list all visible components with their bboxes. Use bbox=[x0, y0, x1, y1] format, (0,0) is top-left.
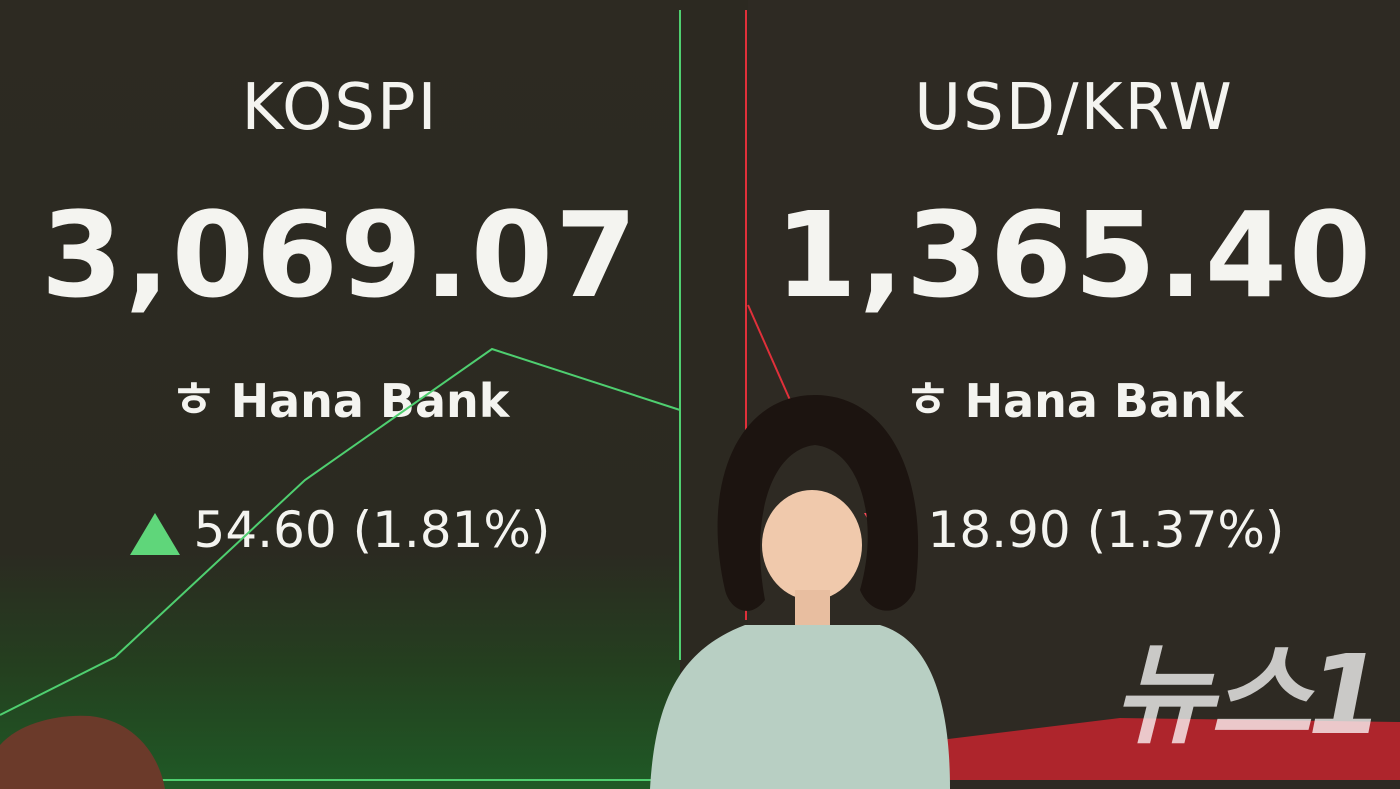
kospi-trend-line bbox=[0, 347, 681, 716]
change-text: 54.60 (1.81%) bbox=[193, 501, 551, 559]
change-text: 18.90 (1.37%) bbox=[927, 501, 1285, 559]
hana-bank-mark-icon: ㅎ bbox=[170, 371, 217, 429]
usdkrw-area bbox=[940, 718, 1400, 780]
usdkrw-trend-line bbox=[747, 304, 791, 401]
kospi-title: KOSPI bbox=[241, 71, 439, 145]
usdkrw-value: 1,365.40 bbox=[774, 186, 1374, 324]
up-triangle-icon bbox=[129, 512, 180, 555]
usdkrw-title: USD/KRW bbox=[914, 71, 1234, 145]
kospi-change: 54.60 (1.81%) bbox=[0, 500, 680, 560]
kospi-value: 3,069.07 bbox=[40, 186, 640, 324]
brand-name: Hana Bank bbox=[964, 374, 1244, 428]
news1-watermark: 뉴스1 bbox=[1113, 631, 1384, 759]
brand-name: Hana Bank bbox=[230, 374, 510, 428]
hana-bank-logo: ㅎ Hana Bank bbox=[0, 370, 680, 431]
hana-bank-logo: ㅎ Hana Bank bbox=[748, 370, 1400, 431]
person-head-foreground bbox=[0, 715, 165, 789]
person bbox=[650, 395, 950, 789]
hana-bank-mark-icon: ㅎ bbox=[904, 371, 951, 429]
